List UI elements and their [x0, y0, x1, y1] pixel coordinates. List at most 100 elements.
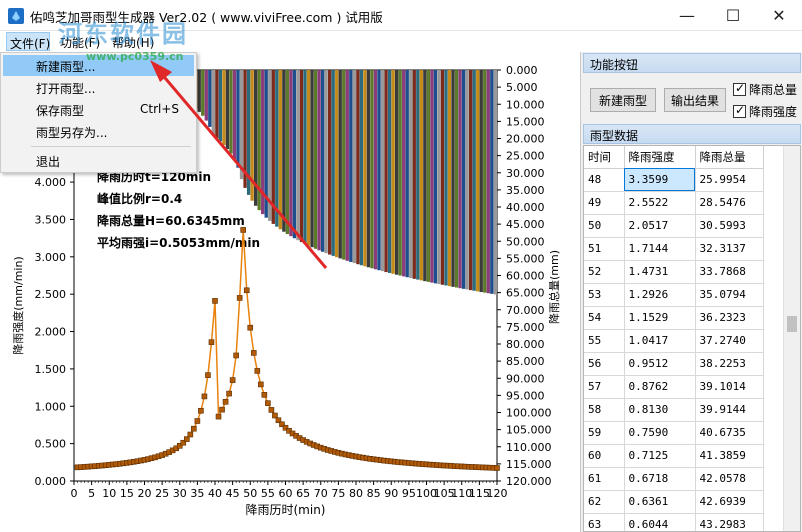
- total-bar: [447, 70, 452, 287]
- cell-total[interactable]: 35.0794: [695, 283, 764, 307]
- maximize-button[interactable]: ☐: [725, 6, 741, 25]
- cell-intensity[interactable]: 1.4731: [624, 260, 696, 284]
- total-bar: [338, 70, 342, 259]
- intensity-point: [494, 465, 500, 471]
- cell-total[interactable]: 39.9144: [695, 398, 764, 422]
- cell-time[interactable]: 54: [584, 306, 625, 330]
- cell-intensity[interactable]: 0.9512: [624, 352, 696, 376]
- col-header-time[interactable]: 时间: [584, 146, 625, 169]
- cell-time[interactable]: 52: [584, 260, 625, 284]
- cell-intensity[interactable]: 1.2926: [624, 283, 696, 307]
- cell-time[interactable]: 53: [584, 283, 625, 307]
- total-bar: [275, 70, 279, 227]
- minimize-button[interactable]: —: [679, 6, 695, 25]
- menu-function[interactable]: 功能(F): [60, 36, 101, 50]
- cell-time[interactable]: 48: [584, 168, 625, 192]
- cell-intensity[interactable]: 0.6361: [624, 490, 696, 514]
- cell-time[interactable]: 62: [584, 490, 625, 514]
- cell-total[interactable]: 30.5993: [695, 214, 764, 238]
- table-row[interactable]: 63 0.6044 43.2983: [584, 513, 764, 531]
- cell-time[interactable]: 56: [584, 352, 625, 376]
- menu-save-pattern[interactable]: 保存雨型 Ctrl+S: [3, 99, 194, 120]
- total-bar: [211, 70, 215, 136]
- cell-total[interactable]: 28.5476: [695, 191, 764, 215]
- x-tick-label: 10: [102, 487, 116, 500]
- show-total-checkbox[interactable]: 降雨总量: [733, 81, 797, 98]
- cell-intensity[interactable]: 0.7590: [624, 421, 696, 445]
- cell-total[interactable]: 38.2253: [695, 352, 764, 376]
- cell-intensity[interactable]: 0.6044: [624, 513, 696, 531]
- menu-open-pattern[interactable]: 打开雨型...: [3, 77, 194, 98]
- cell-intensity[interactable]: 1.1529: [624, 306, 696, 330]
- cell-time[interactable]: 55: [584, 329, 625, 353]
- y-right-tick-label: 10.000: [506, 98, 545, 111]
- table-row[interactable]: 61 0.6718 42.0578: [584, 467, 764, 491]
- menu-help[interactable]: 帮助(H): [112, 36, 155, 50]
- table-row[interactable]: 49 2.5522 28.5476: [584, 191, 764, 215]
- col-header-intensity[interactable]: 降雨强度: [624, 146, 696, 169]
- cell-time[interactable]: 60: [584, 444, 625, 468]
- cell-total[interactable]: 41.3859: [695, 444, 764, 468]
- cell-total[interactable]: 32.3137: [695, 237, 764, 261]
- cell-intensity[interactable]: 2.0517: [624, 214, 696, 238]
- y-right-tick-label: 85.000: [506, 355, 545, 368]
- cell-total[interactable]: 39.1014: [695, 375, 764, 399]
- cell-time[interactable]: 61: [584, 467, 625, 491]
- cell-intensity[interactable]: 0.7125: [624, 444, 696, 468]
- table-row[interactable]: 51 1.7144 32.3137: [584, 237, 764, 261]
- cell-total[interactable]: 25.9954: [695, 168, 764, 192]
- show-intensity-checkbox[interactable]: 降雨强度: [733, 103, 797, 120]
- cell-time[interactable]: 57: [584, 375, 625, 399]
- table-row[interactable]: 50 2.0517 30.5993: [584, 214, 764, 238]
- cell-total[interactable]: 43.2983: [695, 513, 764, 531]
- table-row[interactable]: 60 0.7125 41.3859: [584, 444, 764, 468]
- cell-time[interactable]: 50: [584, 214, 625, 238]
- menu-file[interactable]: 文件(F): [6, 32, 50, 51]
- cell-time[interactable]: 63: [584, 513, 625, 531]
- cell-time[interactable]: 59: [584, 421, 625, 445]
- table-row[interactable]: 56 0.9512 38.2253: [584, 352, 764, 376]
- menu-new-pattern[interactable]: 新建雨型...: [3, 55, 194, 76]
- cell-intensity[interactable]: 1.0417: [624, 329, 696, 353]
- intensity-point: [254, 368, 261, 374]
- cell-intensity[interactable]: 0.8130: [624, 398, 696, 422]
- total-bar: [250, 70, 254, 201]
- chart-info-3: 平均雨强i=0.5053mm/min: [97, 235, 260, 250]
- total-bar: [384, 70, 388, 273]
- cell-total[interactable]: 33.7868: [695, 260, 764, 284]
- table-row[interactable]: 53 1.2926 35.0794: [584, 283, 764, 307]
- table-row[interactable]: 48 3.3599 25.9954: [584, 168, 764, 192]
- cell-total[interactable]: 36.2323: [695, 306, 764, 330]
- cell-time[interactable]: 58: [584, 398, 625, 422]
- cell-total[interactable]: 40.6735: [695, 421, 764, 445]
- new-pattern-button[interactable]: 新建雨型: [590, 88, 656, 112]
- col-header-total[interactable]: 降雨总量: [695, 146, 764, 169]
- cell-intensity[interactable]: 1.7144: [624, 237, 696, 261]
- cell-intensity[interactable]: 2.5522: [624, 191, 696, 215]
- table-row[interactable]: 62 0.6361 42.6939: [584, 490, 764, 514]
- y-left-tick-label: 1.500: [35, 363, 67, 376]
- cell-total[interactable]: 42.0578: [695, 467, 764, 491]
- menu-save-as[interactable]: 雨型另存为...: [3, 121, 194, 142]
- vertical-scrollbar[interactable]: [783, 146, 800, 531]
- close-button[interactable]: ✕: [772, 6, 786, 25]
- menu-exit[interactable]: 退出: [3, 150, 194, 171]
- cell-intensity[interactable]: 0.6718: [624, 467, 696, 491]
- cell-total[interactable]: 37.2740: [695, 329, 764, 353]
- cell-intensity[interactable]: 3.3599: [624, 168, 696, 192]
- table-row[interactable]: 59 0.7590 40.6735: [584, 421, 764, 445]
- table-row[interactable]: 52 1.4731 33.7868: [584, 260, 764, 284]
- table-row[interactable]: 54 1.1529 36.2323: [584, 306, 764, 330]
- cell-time[interactable]: 51: [584, 237, 625, 261]
- export-results-button[interactable]: 输出结果: [664, 88, 726, 112]
- data-table-container[interactable]: 时间 降雨强度 降雨总量 48 3.3599 25.9954 49 2.5522 28.5…: [583, 145, 801, 532]
- table-row[interactable]: 55 1.0417 37.2740: [584, 329, 764, 353]
- cell-time[interactable]: 49: [584, 191, 625, 215]
- table-row[interactable]: 57 0.8762 39.1014: [584, 375, 764, 399]
- total-bar: [493, 70, 497, 295]
- cell-total[interactable]: 42.6939: [695, 490, 764, 514]
- function-buttons-header: 功能按钮: [583, 53, 801, 73]
- scrollbar-thumb[interactable]: [787, 316, 797, 332]
- table-row[interactable]: 58 0.8130 39.9144: [584, 398, 764, 422]
- cell-intensity[interactable]: 0.8762: [624, 375, 696, 399]
